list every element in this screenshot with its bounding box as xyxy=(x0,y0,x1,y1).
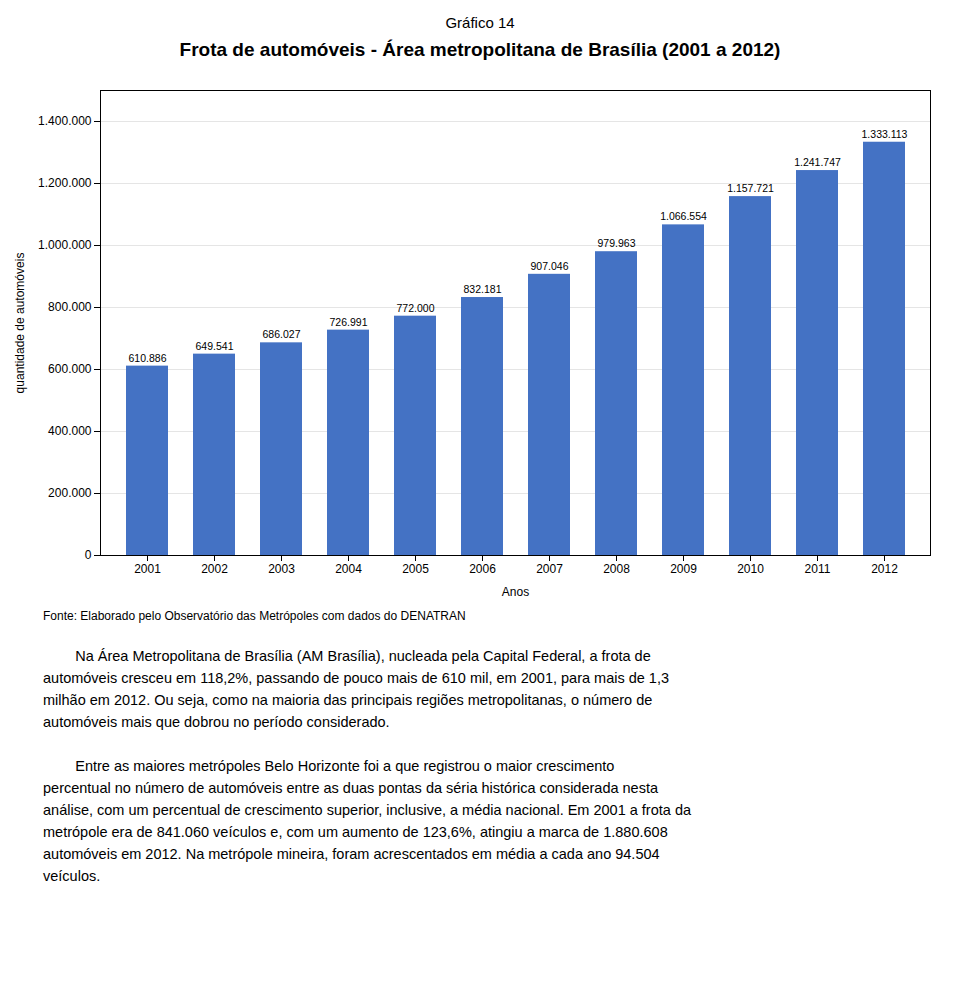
svg-text:2004: 2004 xyxy=(335,562,362,576)
html-text:automóveis mais que dobrou no: automóveis mais que dobrou no período co… xyxy=(43,714,390,730)
svg-text:2007: 2007 xyxy=(536,562,563,576)
html-text:Entre as maiores metrópoles Be: Entre as maiores metrópoles Belo Horizon… xyxy=(43,758,615,774)
svg-text:2003: 2003 xyxy=(268,562,295,576)
svg-text:2002: 2002 xyxy=(201,562,228,576)
html-text:Gráfico 14: Gráfico 14 xyxy=(445,14,515,31)
svg-text:610.886: 610.886 xyxy=(129,351,167,363)
svg-text:1.157.721: 1.157.721 xyxy=(727,182,774,194)
svg-text:726.991: 726.991 xyxy=(330,315,368,327)
svg-text:1.066.554: 1.066.554 xyxy=(660,210,707,222)
svg-text:Anos: Anos xyxy=(502,585,529,599)
svg-text:2009: 2009 xyxy=(670,562,697,576)
svg-text:2012: 2012 xyxy=(871,562,898,576)
svg-text:1.400.000: 1.400.000 xyxy=(38,114,92,128)
html-text:veículos.: veículos. xyxy=(43,868,101,884)
svg-text:2008: 2008 xyxy=(603,562,630,576)
html-text:Fonte: Elaborado pelo Observat: Fonte: Elaborado pelo Observatório das M… xyxy=(43,609,466,623)
svg-text:2011: 2011 xyxy=(805,562,831,576)
svg-text:800.000: 800.000 xyxy=(48,300,92,314)
svg-text:772.000: 772.000 xyxy=(397,302,435,314)
svg-text:2006: 2006 xyxy=(469,562,496,576)
html-text:automóveis em 2012. Na metrópo: automóveis em 2012. Na metrópole mineira… xyxy=(43,846,660,862)
html-text:Frota de automóveis - Área met: Frota de automóveis - Área metropolitana… xyxy=(179,39,781,60)
html-text:Na Área Metropolitana de Brasí: Na Área Metropolitana de Brasília (AM Br… xyxy=(43,648,651,664)
html-text:milhão em 2012. Ou seja, como: milhão em 2012. Ou seja, como na maioria… xyxy=(43,692,653,708)
html-text:metrópole era de 841.060 veícu: metrópole era de 841.060 veículos e, com… xyxy=(43,824,668,840)
svg-text:200.000: 200.000 xyxy=(48,486,92,500)
svg-text:1.241.747: 1.241.747 xyxy=(794,156,841,168)
svg-text:1.333.113: 1.333.113 xyxy=(862,128,908,140)
svg-text:quantidade de automóveis: quantidade de automóveis xyxy=(13,253,27,394)
svg-text:1.000.000: 1.000.000 xyxy=(38,238,92,252)
html-text:percentual no número de automó: percentual no número de automóveis entre… xyxy=(43,780,658,796)
svg-text:907.046: 907.046 xyxy=(531,260,569,272)
svg-text:979.963: 979.963 xyxy=(598,237,636,249)
svg-text:2001: 2001 xyxy=(134,562,161,576)
html-text:automóveis cresceu em 118,2%,: automóveis cresceu em 118,2%, passando d… xyxy=(43,670,669,686)
svg-text:400.000: 400.000 xyxy=(48,424,92,438)
svg-text:686.027: 686.027 xyxy=(263,328,301,340)
svg-text:649.541: 649.541 xyxy=(196,340,234,352)
svg-text:600.000: 600.000 xyxy=(48,362,92,376)
html-text:análise, com um percentual de: análise, com um percentual de cresciment… xyxy=(43,802,691,818)
svg-text:832.181: 832.181 xyxy=(464,283,502,295)
svg-text:2010: 2010 xyxy=(737,562,764,576)
svg-text:0: 0 xyxy=(85,548,92,562)
svg-text:2005: 2005 xyxy=(402,562,429,576)
svg-text:1.200.000: 1.200.000 xyxy=(38,176,92,190)
